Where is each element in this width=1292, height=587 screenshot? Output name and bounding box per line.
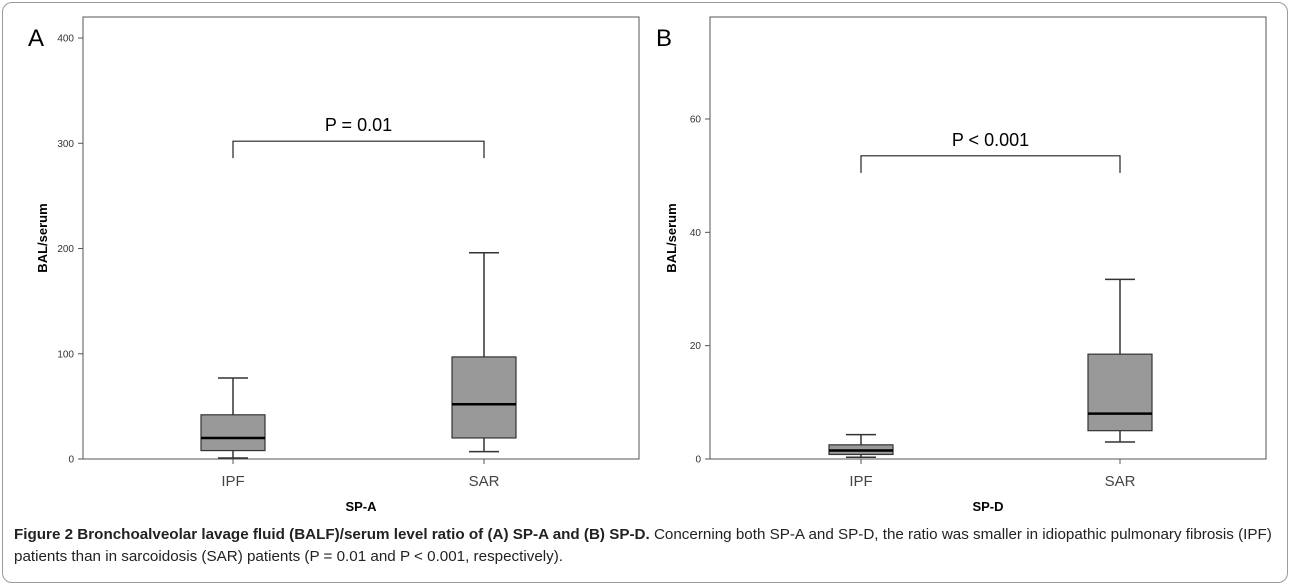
caption-title: Figure 2 Bronchoalveolar lavage fluid (B…	[14, 526, 650, 543]
box-sar: SAR	[1087, 278, 1153, 490]
iqr-box	[451, 356, 517, 439]
x-tick-label: IPF	[221, 473, 244, 490]
x-tick-label: IPF	[849, 473, 872, 490]
x-tick-label: SAR	[1105, 473, 1136, 490]
box-ipf: IPF	[200, 377, 266, 490]
y-tick-label: 60	[690, 115, 702, 126]
x-tick-label: SAR	[469, 473, 500, 490]
y-tick-label: 0	[68, 455, 74, 466]
significance-bracket	[232, 140, 485, 159]
y-tick-label: 200	[57, 244, 74, 255]
y-tick-label: 400	[57, 34, 74, 45]
y-axis-title: BAL/serum	[35, 203, 50, 272]
plot-area	[709, 16, 1267, 460]
x-axis-title: SP-D	[972, 499, 1003, 514]
box-ipf: IPF	[828, 433, 894, 490]
y-tick-label: 40	[690, 228, 702, 239]
y-axis-title: BAL/serum	[664, 203, 679, 272]
box-sar: SAR	[451, 251, 517, 490]
y-tick-label: 100	[57, 349, 74, 360]
p-value-label: P < 0.001	[952, 130, 1029, 150]
y-tick-label: 300	[57, 139, 74, 150]
figure-caption: Figure 2 Bronchoalveolar lavage fluid (B…	[14, 524, 1276, 568]
iqr-box	[200, 414, 266, 452]
y-tick-label: 20	[690, 341, 702, 352]
panel-label: A	[28, 25, 44, 52]
caption-text: Concerning both SP-A and SP-D, the ratio…	[14, 526, 1272, 565]
x-axis-title: SP-A	[345, 499, 377, 514]
plot-area	[82, 16, 640, 460]
iqr-box	[1087, 353, 1153, 432]
y-tick-label: 0	[695, 455, 701, 466]
p-value-label: P = 0.01	[325, 115, 392, 135]
panel-a-chart: A 0 100 200 300 400 BAL/serum SP-A IPF SAR P = 0.0…	[28, 16, 640, 514]
panel-b-chart: B 0 20 40 60 BAL/serum SP-D IPF SAR P < 0.001	[656, 16, 1267, 514]
panel-label: B	[656, 25, 672, 52]
significance-bracket	[860, 155, 1121, 173]
